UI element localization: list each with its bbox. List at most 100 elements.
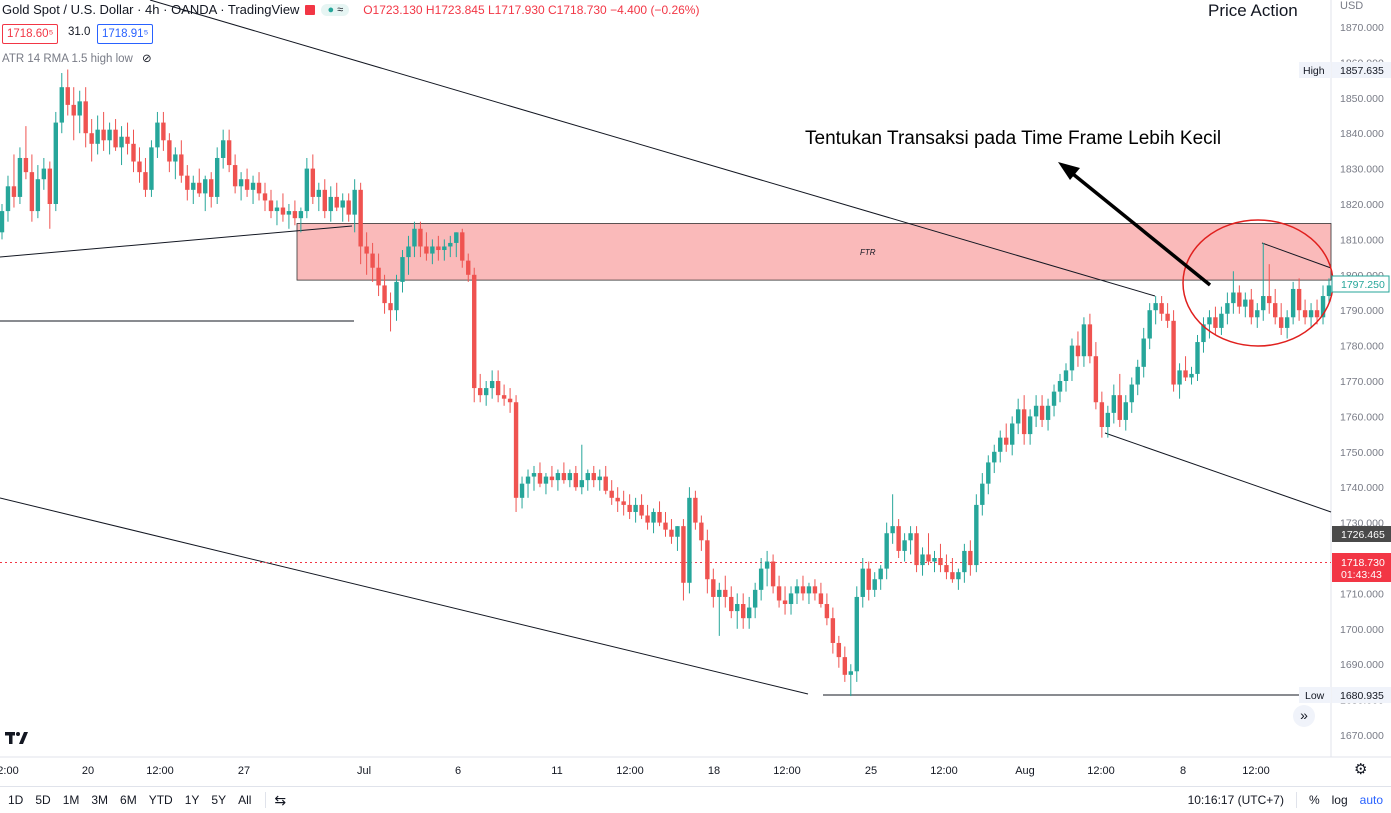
price-tick-label: 1840.000 [1340,128,1384,140]
time-tick-label: Aug [1015,765,1035,777]
ftr-zone[interactable] [296,223,1332,281]
descending-trendline-upper[interactable] [149,0,1156,297]
svg-text:1857.635: 1857.635 [1340,65,1384,77]
atr-indicator-legend[interactable]: ATR 14 RMA 1.5 high low ⊘ [2,51,152,65]
time-tick-label: 12:00 [1242,765,1270,777]
currency-label[interactable]: USD [1340,0,1364,12]
flag-icon[interactable] [305,4,316,15]
price-action-label: Price Action [1208,1,1298,20]
chart-header: Gold Spot / U.S. Dollar · 4h · OANDA · T… [2,2,699,17]
candle-body [561,473,567,481]
candle-body [723,589,728,597]
candle-body [1027,416,1033,435]
candle-body [746,607,752,619]
range-button-1y[interactable]: 1Y [184,793,200,807]
candle-body [268,200,274,212]
candle-body [543,476,549,484]
candle-body [938,558,943,566]
candle-body [125,136,130,144]
tradingview-logo-icon[interactable] [4,728,30,748]
candle-body [1123,402,1128,420]
candle-body [711,579,716,597]
candle-body [197,182,202,194]
candle-body [866,568,871,590]
candle-body [77,101,82,116]
range-button-ytd[interactable]: YTD [148,793,173,807]
candle-body [908,533,913,541]
candle-body [71,104,76,116]
candle-body [59,87,64,123]
range-button-3m[interactable]: 3M [91,793,109,807]
candle-body [1255,310,1260,318]
market-status-icon[interactable]: ● ≈ [321,3,350,16]
candle-body [262,193,268,201]
candle-body [232,165,238,187]
ascending-trendline-left[interactable] [0,225,353,258]
date-range-icon[interactable]: ⇆ [274,791,287,808]
sell-button[interactable]: 1718.60⁵ [2,24,59,44]
time-axis[interactable]: 2:00 20 12:00 27 Jul 6 11 12:00 18 12:00 25 12:00 Au… [0,765,1270,777]
candle-body [878,568,883,580]
svg-text:1726.465: 1726.465 [1341,529,1385,541]
candle-body [418,228,423,247]
candle-body [286,211,292,215]
candle-body [788,593,794,605]
percent-toggle[interactable]: % [1308,793,1320,807]
annotation-arrow-line[interactable] [1066,168,1212,287]
candle-body [477,388,483,396]
candle-body [203,179,208,194]
candle-body [1225,303,1230,314]
range-button-6m[interactable]: 6M [120,793,137,807]
symbol-title[interactable]: Gold Spot / U.S. Dollar · 4h · OANDA · T… [2,2,300,17]
clock-time[interactable]: 10:16:17 (UTC+7) [1187,793,1284,807]
candle-body [298,211,304,219]
scroll-to-realtime-button[interactable]: » [1293,705,1315,727]
candle-body [185,175,190,190]
candle-body [579,480,585,488]
candle-body [352,189,357,215]
price-axis[interactable]: 1670.0001680.0001690.0001700.0001710.000… [1340,22,1384,742]
candle-body [1051,391,1057,406]
candle-body [986,462,991,484]
candle-body [0,211,5,233]
candle-body [890,526,895,534]
log-toggle[interactable]: log [1331,793,1348,807]
candle-body [1177,370,1182,385]
buy-button[interactable]: 1718.91⁵ [97,24,154,44]
candle-body [358,189,363,247]
candle-body [633,504,638,512]
settings-gear-icon[interactable]: ⚙ [1354,761,1368,778]
candle-body [693,497,698,523]
range-button-5y[interactable]: 5Y [211,793,227,807]
candle-body [454,232,459,243]
descending-channel-lower[interactable] [0,497,809,695]
time-tick-label: 11 [551,765,562,777]
candle-body [669,529,674,537]
descending-trendline-right[interactable] [1104,432,1332,513]
candle-body [507,398,513,403]
annotation-text: Tentukan Transaksi pada Time Frame Lebih… [805,128,1221,149]
candle-body [226,140,232,166]
candle-body [1278,317,1284,328]
time-tick-label: Jul [357,765,371,777]
candle-body [752,589,758,608]
candle-body [95,129,100,144]
short-trendline[interactable] [1261,242,1332,269]
candle-body [854,596,859,672]
range-button-5d[interactable]: 5D [35,793,51,807]
auto-toggle[interactable]: auto [1359,793,1383,807]
candle-body [585,473,590,481]
range-button-all[interactable]: All [238,793,252,807]
price-tick-label: 1740.000 [1340,482,1384,494]
range-button-1d[interactable]: 1D [8,793,24,807]
candle-body [1039,405,1045,420]
range-button-1m[interactable]: 1M [62,793,80,807]
price-tick-label: 1690.000 [1340,659,1384,671]
candle-body [621,501,626,505]
eye-hidden-icon[interactable]: ⊘ [142,53,152,65]
candle-body [292,211,298,219]
spread-value: 31.0 [68,26,91,38]
price-tick-label: 1850.000 [1340,93,1384,105]
candle-body [1135,366,1140,385]
